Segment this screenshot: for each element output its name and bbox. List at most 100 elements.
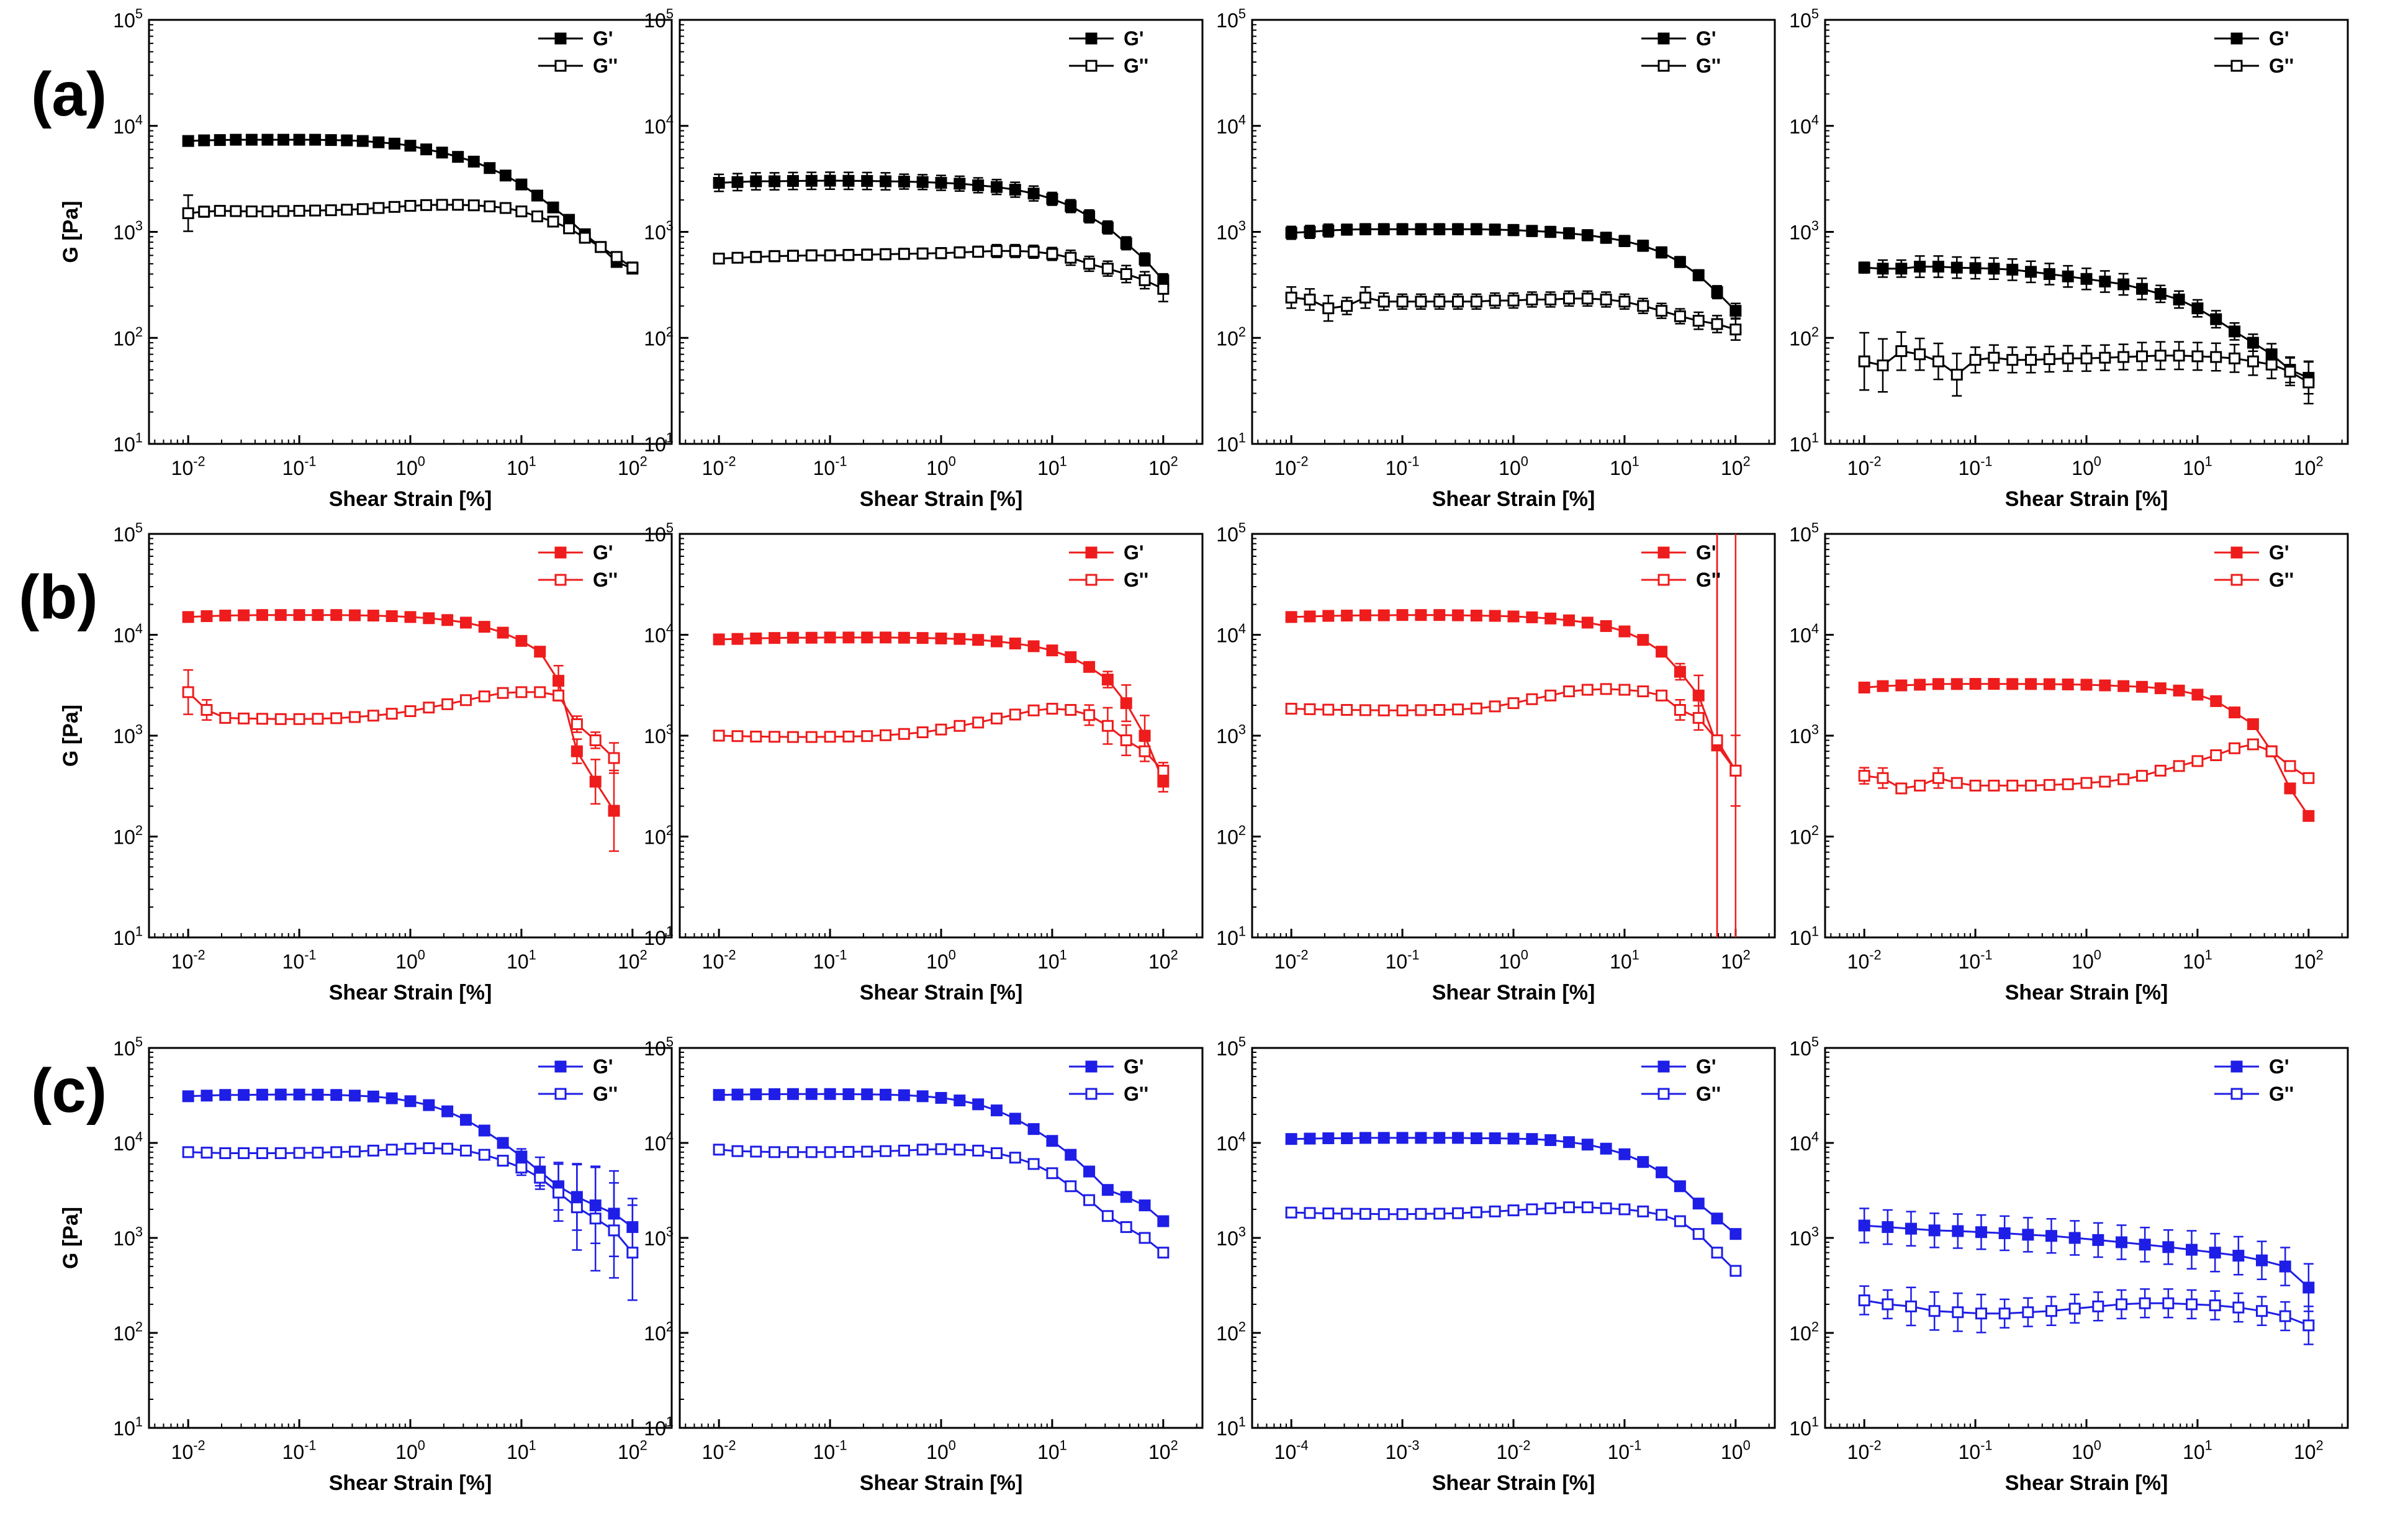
data-point [459, 616, 472, 629]
x-tick-label: 10-1 [282, 1438, 317, 1463]
data-point [1065, 651, 1077, 664]
data-point [182, 611, 194, 623]
data-point [1674, 704, 1686, 716]
data-point [731, 176, 744, 188]
data-point [423, 1099, 435, 1111]
data-point [1637, 300, 1649, 312]
data-point [534, 1171, 546, 1184]
series-line [1864, 683, 2310, 817]
data-point [1009, 1152, 1021, 1164]
data-point [274, 1088, 287, 1101]
data-point [1858, 261, 1870, 274]
data-point [750, 1145, 762, 1158]
data-point [824, 631, 836, 644]
x-tick-label: 100 [395, 454, 425, 479]
data-point [1932, 772, 1944, 784]
data-point [861, 175, 873, 187]
data-point [2025, 779, 2037, 792]
y-tick-label: 102 [1789, 1319, 1819, 1345]
y-tick-label: 103 [644, 218, 674, 243]
y-tick-label: 105 [644, 1034, 674, 1060]
legend-label: G'' [2269, 1083, 2294, 1105]
data-point [1139, 1199, 1151, 1212]
legend-marker [554, 574, 567, 586]
data-point [1120, 268, 1132, 280]
data-point [1544, 293, 1557, 305]
data-point [1637, 240, 1649, 252]
data-point [1046, 644, 1058, 657]
data-point [201, 610, 213, 622]
x-tick-label: 100 [1499, 454, 1528, 479]
data-point [1304, 703, 1316, 715]
data-point [1581, 1139, 1594, 1151]
data-point [880, 175, 892, 187]
y-tick-label: 102 [1789, 324, 1819, 350]
data-point [2139, 1239, 2151, 1251]
plot-area [1285, 1132, 1742, 1277]
legend-marker [2230, 1060, 2243, 1073]
data-point [2080, 679, 2093, 691]
data-point [1415, 223, 1427, 235]
data-point [2229, 742, 2241, 754]
series-line [1291, 1206, 1736, 1272]
data-point [990, 245, 1003, 257]
data-point [309, 204, 322, 217]
data-point [1562, 292, 1575, 305]
legend-label: G'' [2269, 55, 2294, 77]
data-point [713, 252, 725, 264]
data-point [1674, 1180, 1686, 1193]
data-point [2135, 282, 2148, 295]
data-point [1692, 315, 1705, 327]
data-point [1618, 684, 1631, 696]
data-point [1950, 678, 1963, 690]
x-tick-label: 10-3 [1386, 1438, 1420, 1463]
data-point [1882, 1221, 1894, 1234]
y-tick-label: 103 [113, 1224, 143, 1250]
data-point [261, 205, 274, 218]
data-point [1988, 678, 2000, 690]
data-point [1341, 223, 1353, 236]
data-point [589, 1212, 602, 1225]
plot-area [182, 609, 620, 852]
data-point [214, 205, 226, 217]
data-point [916, 247, 929, 260]
x-tick-label: 100 [1721, 1438, 1751, 1463]
data-point [1581, 292, 1594, 305]
series-g-double-prime [1285, 1201, 1742, 1277]
data-point [787, 175, 799, 187]
data-point [309, 133, 322, 146]
data-point [2062, 678, 2074, 690]
data-point [972, 245, 985, 258]
data-point [990, 1104, 1003, 1117]
data-point [1637, 685, 1649, 698]
data-point [608, 1224, 620, 1237]
data-point [293, 1147, 305, 1159]
data-point [1285, 611, 1297, 623]
data-point [880, 1088, 892, 1101]
data-point [1120, 237, 1132, 250]
data-point [1544, 1202, 1557, 1214]
legend-label: G' [593, 27, 613, 50]
data-point [731, 1145, 744, 1157]
data-point [2229, 706, 2241, 719]
y-axis-label: G [Pa] [59, 201, 83, 263]
data-point [404, 200, 417, 212]
data-point [547, 201, 559, 214]
data-point [805, 1146, 818, 1158]
data-point [1905, 1222, 1917, 1235]
y-axis-label: G [Pa] [59, 1207, 83, 1269]
data-point [1415, 296, 1427, 308]
data-point [731, 633, 744, 645]
data-point [467, 199, 480, 212]
data-point [1914, 348, 1926, 361]
x-tick-label: 10-2 [171, 1438, 205, 1463]
data-point [2162, 1297, 2175, 1309]
x-tick-label: 102 [1721, 454, 1751, 479]
data-point [589, 734, 602, 746]
data-point [1489, 610, 1501, 622]
data-point [1988, 263, 2000, 275]
data-point [372, 202, 385, 214]
legend-marker [2230, 60, 2243, 72]
